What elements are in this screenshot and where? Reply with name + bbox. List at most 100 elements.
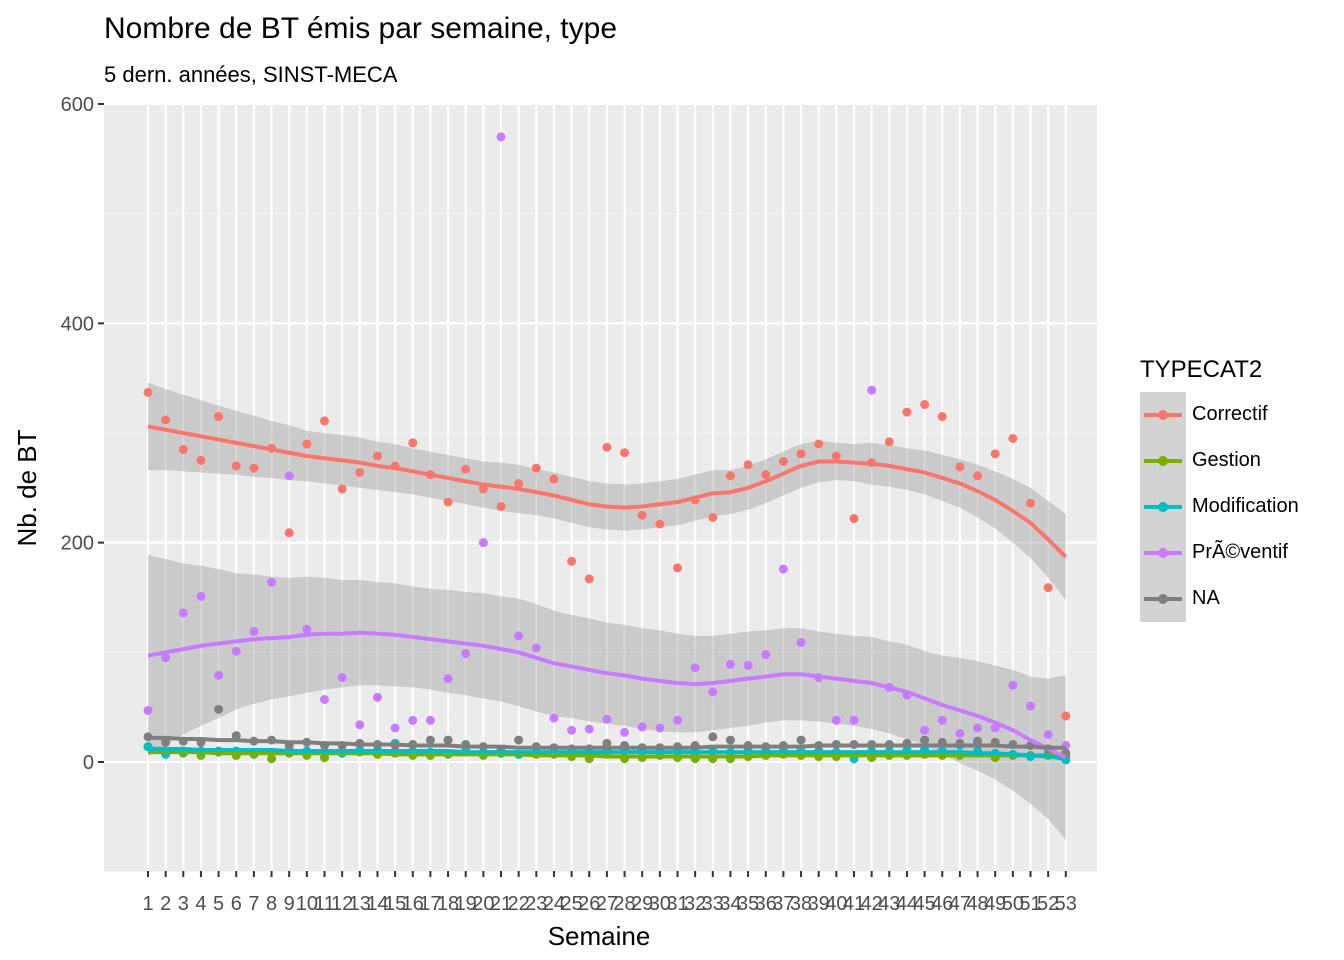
data-point-correctif: [1008, 433, 1018, 443]
data-point-correctif: [761, 470, 771, 480]
data-point-prventif: [461, 648, 471, 658]
data-point-prventif: [955, 728, 965, 738]
x-tick-label: 25: [560, 893, 582, 915]
data-point-na: [443, 735, 453, 745]
y-tick-label: 400: [61, 313, 94, 335]
data-point-correctif: [831, 451, 841, 461]
data-point-prventif: [796, 637, 806, 647]
x-tick-label: 13: [349, 893, 371, 915]
data-point-correctif: [884, 437, 894, 447]
data-point-prventif: [390, 723, 400, 733]
legend-key: [1140, 438, 1186, 484]
data-point-correctif: [814, 439, 824, 449]
legend-item-gestion: Gestion: [1140, 438, 1330, 484]
smooth-lines: [147, 424, 1068, 761]
data-point-correctif: [320, 416, 329, 426]
data-point-correctif: [249, 463, 259, 473]
data-point-prventif: [725, 659, 735, 669]
data-point-prventif: [690, 663, 700, 673]
x-tick-label: 20: [472, 893, 494, 915]
legend-key: [1140, 484, 1186, 530]
x-tick-label: 26: [578, 893, 600, 915]
data-point-correctif: [1026, 498, 1035, 508]
x-tick-label: 52: [1037, 893, 1059, 915]
data-point-correctif: [1043, 583, 1053, 593]
data-point-prventif: [1026, 701, 1035, 711]
data-point-na: [708, 732, 718, 742]
data-point-prventif: [408, 715, 418, 725]
y-tick-label: 0: [83, 752, 94, 774]
data-point-correctif: [531, 463, 541, 473]
legend-label: Gestion: [1192, 449, 1261, 471]
x-tick-label: 33: [702, 893, 724, 915]
legend-item-correctif: Correctif: [1140, 392, 1330, 438]
data-point-correctif: [443, 497, 453, 507]
data-point-correctif: [355, 467, 365, 477]
y-tick-label: 200: [61, 533, 94, 555]
x-tick-label: 41: [843, 893, 865, 915]
x-tick-label: 11: [314, 893, 335, 915]
x-tick-label: 30: [649, 893, 671, 915]
x-tick-label: 37: [772, 893, 794, 915]
data-point-prventif: [620, 727, 630, 737]
data-point-correctif: [496, 501, 506, 511]
x-tick-label: 19: [455, 893, 477, 915]
legend-point-swatch: [1158, 502, 1168, 512]
data-point-na: [602, 738, 612, 748]
data-point-correctif: [637, 510, 647, 520]
x-tick-label: 51: [1019, 893, 1041, 915]
data-point-prventif: [443, 674, 453, 684]
data-point-correctif: [673, 563, 682, 573]
x-tick-label: 21: [490, 893, 512, 915]
x-tick-label: 10: [296, 893, 318, 915]
x-tick-label: 39: [808, 893, 830, 915]
legend-label: Modification: [1192, 495, 1299, 517]
data-point-correctif: [937, 412, 947, 422]
data-point-na: [725, 735, 735, 745]
x-tick-label: 18: [437, 893, 459, 915]
data-point-correctif: [708, 512, 718, 522]
data-point-prventif: [531, 643, 541, 653]
x-tick-label: 53: [1055, 893, 1077, 915]
legend-title: TYPECAT2: [1140, 356, 1263, 383]
legend-point-swatch: [1158, 594, 1168, 604]
data-point-prventif: [549, 713, 559, 723]
data-point-na: [973, 736, 983, 746]
data-point-prventif: [425, 715, 435, 725]
data-point-na: [920, 735, 930, 745]
data-point-correctif: [955, 462, 965, 472]
data-point-correctif: [461, 464, 471, 474]
x-axis-label: Semaine: [548, 921, 651, 951]
data-point-prventif: [831, 715, 841, 725]
data-point-correctif: [602, 442, 612, 452]
data-point-prventif: [1043, 730, 1053, 740]
smooth-line-na: [148, 735, 1066, 750]
x-tick-label: 46: [931, 893, 953, 915]
data-point-correctif: [549, 474, 559, 484]
data-point-na: [231, 731, 241, 741]
x-tick-label: 3: [178, 893, 189, 915]
data-point-prventif: [849, 715, 859, 725]
data-point-prventif: [478, 538, 488, 548]
legend-key: [1140, 576, 1186, 622]
chart-title: Nombre de BT émis par semaine, type: [104, 12, 618, 45]
data-point-prventif: [178, 608, 188, 618]
legend-key: [1140, 392, 1186, 438]
data-point-prventif: [602, 714, 612, 724]
x-tick-label: 34: [719, 893, 741, 915]
data-point-prventif: [249, 626, 259, 636]
x-tick-label: 24: [543, 893, 565, 915]
x-tick-label: 48: [966, 893, 988, 915]
y-tick-label: 600: [61, 94, 94, 116]
data-point-prventif: [584, 724, 594, 734]
smooth-line-gestion: [148, 750, 1066, 759]
legend-point-swatch: [1158, 548, 1168, 558]
data-point-prventif: [214, 670, 224, 680]
data-point-prventif: [355, 720, 365, 730]
data-point-correctif: [796, 449, 806, 459]
legend-point-swatch: [1158, 456, 1168, 466]
x-tick-label: 47: [949, 893, 971, 915]
data-point-prventif: [973, 723, 983, 733]
data-point-prventif: [761, 650, 771, 660]
